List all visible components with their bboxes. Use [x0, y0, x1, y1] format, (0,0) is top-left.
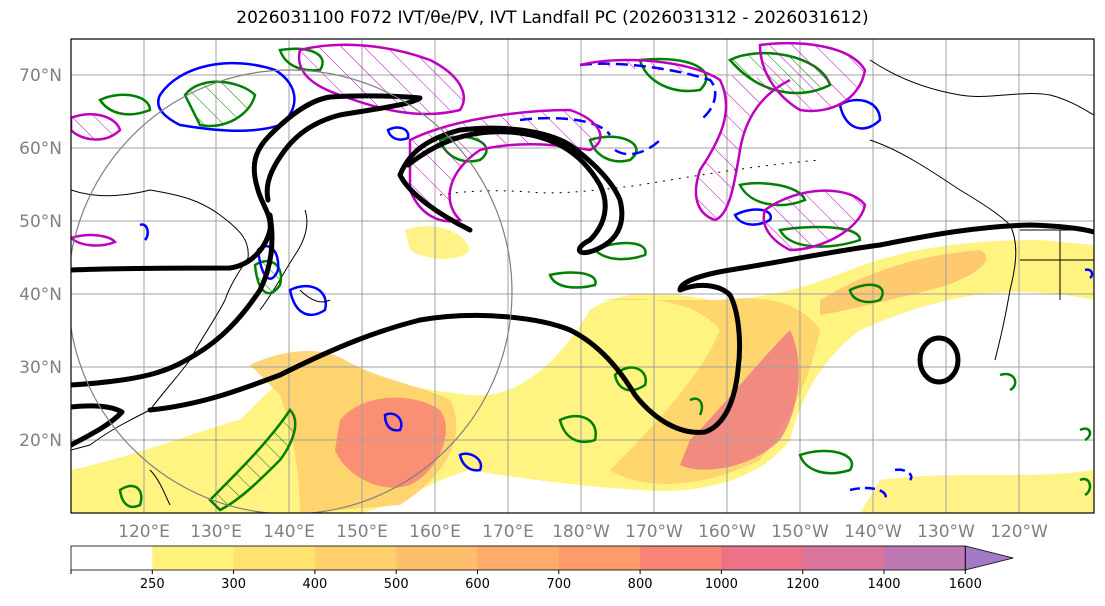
lon-label: 140°E: [263, 522, 315, 542]
colorbar-segment: [802, 546, 885, 570]
lon-labels: 120°E 130°E 140°E 150°E 160°E 170°E 180°…: [118, 522, 1048, 542]
lon-label: 140°W: [844, 522, 902, 542]
colorbar-extension: [964, 545, 1014, 571]
colorbar-segment: [721, 546, 804, 570]
colorbar-tick-label: 1200: [786, 577, 819, 592]
colorbar-segment: [884, 546, 966, 570]
lon-label: 160°W: [698, 522, 756, 542]
ivt-fill-layer: [71, 226, 1094, 513]
colorbar-tick-label: 400: [302, 577, 327, 592]
pc-circle: [71, 69, 513, 513]
ivt-core-east: [680, 330, 799, 470]
coastlines: [71, 59, 1094, 506]
colorbar-segment: [396, 546, 478, 570]
lon-label: 170°E: [482, 522, 534, 542]
colorbar-tick-label: 600: [465, 577, 490, 592]
colorbar-segment: [233, 546, 316, 570]
lat-label: 20°N: [19, 431, 62, 451]
lat-label: 70°N: [19, 66, 62, 86]
colorbar-segment: [152, 546, 235, 570]
landfall-contours: [71, 93, 1094, 448]
colorbar-tick-label: 700: [546, 577, 571, 592]
colorbar-tick-label: 250: [140, 577, 165, 592]
lon-label: 170°W: [625, 522, 683, 542]
map-border: [70, 38, 1095, 514]
lon-label: 120°W: [990, 522, 1048, 542]
lon-label: 130°E: [190, 522, 242, 542]
colorbar-segment: [314, 546, 397, 570]
colorbar-frame: [70, 545, 966, 571]
colorbar-tick-label: 300: [221, 577, 246, 592]
lat-labels: 70°N 60°N 50°N 40°N 30°N 20°N: [19, 66, 62, 451]
colorbar-segment: [477, 546, 560, 570]
lon-label: 150°W: [771, 522, 829, 542]
lon-label: 150°E: [336, 522, 388, 542]
colorbar-tick-label: 1600: [949, 577, 982, 592]
lat-label: 50°N: [19, 212, 62, 232]
ivt-core-west: [335, 397, 446, 488]
lat-label: 40°N: [19, 285, 62, 305]
lon-label: 160°E: [409, 522, 461, 542]
lon-label: 130°W: [917, 522, 975, 542]
colorbar-tick-label: 800: [628, 577, 653, 592]
colorbar: 250 300 400 500 600 700 800 1000 1200 1400 1600: [70, 545, 1014, 592]
map-title: 2026031100 F072 IVT/θe/PV, IVT Landfall …: [236, 8, 869, 28]
lat-label: 30°N: [19, 358, 62, 378]
colorbar-tick-label: 1400: [867, 577, 900, 592]
ivt-patch-japan: [405, 226, 470, 259]
colorbar-segment: [558, 546, 641, 570]
colorbar-segment: [640, 546, 722, 570]
lon-label: 120°E: [118, 522, 170, 542]
colorbar-tick-label: 500: [384, 577, 409, 592]
lon-label: 180°W: [552, 522, 610, 542]
colorbar-tick-label: 1000: [705, 577, 738, 592]
ivt-band-se: [860, 470, 1094, 513]
ivt-band-northeast: [820, 250, 987, 315]
colorbar-segment: [71, 546, 153, 570]
lat-label: 60°N: [19, 139, 62, 159]
